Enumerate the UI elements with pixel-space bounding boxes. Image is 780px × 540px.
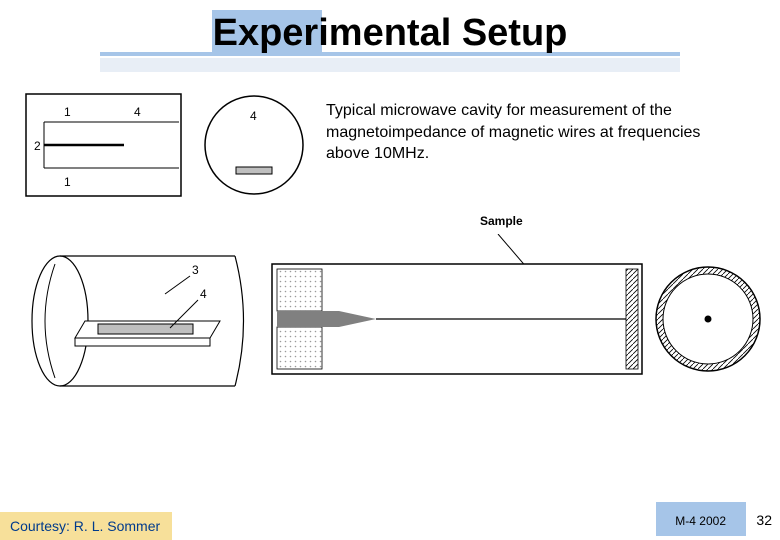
svg-text:4: 4 [200,287,207,301]
sample-label: Sample [480,214,523,228]
main-cavity-diagram [268,234,763,404]
top-cavity-schematic: 1 2 1 4 4 [24,92,314,212]
svg-text:4: 4 [134,105,141,119]
svg-text:2: 2 [34,139,41,153]
description-text: Typical microwave cavity for measurement… [326,100,726,165]
page-title: Experimental Setup [0,12,780,55]
title-underline-light [100,58,680,72]
svg-text:3: 3 [192,263,199,277]
footer-courtesy: Courtesy: R. L. Sommer [0,512,172,540]
page-number: 32 [756,512,772,528]
svg-text:1: 1 [64,175,71,189]
footer-meeting-label: M-4 2002 [675,514,726,528]
title-area: Experimental Setup [0,0,780,55]
svg-text:1: 1 [64,105,71,119]
mid-cavity-3d: 3 4 [20,246,260,396]
svg-text:4: 4 [250,109,257,123]
